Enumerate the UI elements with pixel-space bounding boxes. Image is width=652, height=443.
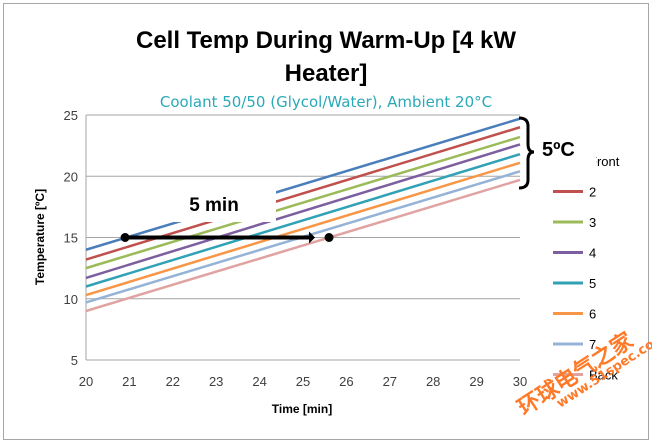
series-line-4 — [85, 143, 521, 280]
series-line-5 — [85, 153, 521, 288]
x-tick-label: 28 — [426, 374, 440, 389]
x-tick-label: 24 — [252, 374, 266, 389]
chart-title: Cell Temp During Warm-Up [4 kW Heater] — [0, 24, 652, 90]
series-line-6 — [85, 161, 521, 297]
chart-title-line2: Heater] — [284, 60, 368, 87]
legend-label: 2 — [589, 185, 596, 200]
x-tick-label: 29 — [469, 374, 483, 389]
temp-label: 5ºC — [542, 139, 575, 161]
y-tick-label: 15 — [64, 231, 78, 246]
x-tick-labels: 20 21 22 23 24 25 26 27 28 29 30 — [79, 374, 527, 389]
temp-bracket — [518, 116, 535, 190]
legend-label: Back — [589, 368, 618, 383]
watermark: 环球电气之家 www.51spec.com — [513, 327, 652, 421]
legend-label: 4 — [589, 246, 596, 261]
x-tick-label: 20 — [79, 374, 93, 389]
grid-lines — [85, 114, 520, 361]
series-line-back — [85, 178, 521, 313]
x-tick-label: 30 — [513, 374, 527, 389]
time-label: 5 min — [189, 195, 239, 216]
x-tick-label: 23 — [209, 374, 223, 389]
time-annotation: 5 min — [120, 185, 334, 244]
y-tick-labels: 5 10 15 20 25 — [64, 108, 78, 368]
temp-label-box — [538, 126, 596, 166]
y-axis-title: Temperature [ºC] — [33, 189, 47, 285]
legend-label: 7 — [589, 337, 596, 352]
chart-title-line1: Cell Temp During Warm-Up [4 kW — [135, 27, 516, 54]
temp-annotation: 5ºC — [518, 116, 596, 190]
legend-label: Front — [589, 154, 620, 169]
series-line-2 — [85, 126, 521, 261]
legend-label: 3 — [589, 215, 596, 230]
arrow-end-dot — [324, 233, 334, 242]
series-line-front — [85, 117, 521, 251]
x-tick-label: 22 — [166, 374, 180, 389]
y-tick-label: 25 — [64, 108, 78, 123]
arrow-head — [309, 231, 316, 244]
x-tick-label: 27 — [383, 374, 397, 389]
series-lines — [85, 117, 521, 313]
legend-label: 5 — [589, 276, 596, 291]
x-tick-label: 21 — [122, 374, 136, 389]
series-line-3 — [85, 135, 521, 270]
watermark-cn: 环球电气之家 — [513, 327, 639, 421]
y-tick-label: 10 — [64, 292, 78, 307]
x-tick-label: 25 — [296, 374, 310, 389]
x-tick-label: 26 — [339, 374, 353, 389]
y-tick-label: 20 — [64, 169, 78, 184]
arrow-start-dot — [120, 233, 130, 242]
time-label-box — [160, 185, 276, 222]
legend-label: 6 — [589, 307, 596, 322]
x-axis-title: Time [min] — [272, 402, 332, 416]
y-tick-label: 5 — [71, 353, 78, 368]
chart-subtitle: Coolant 50/50 (Glycol/Water), Ambient 20… — [159, 93, 493, 111]
